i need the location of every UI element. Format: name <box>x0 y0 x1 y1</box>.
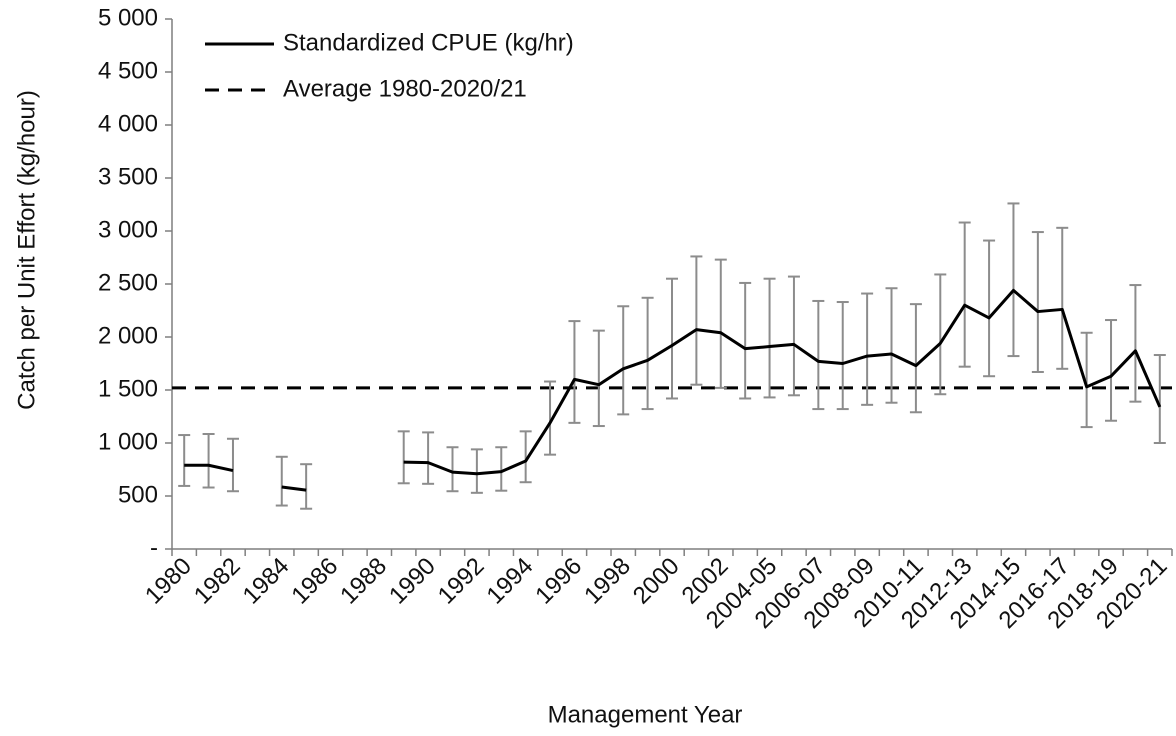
error-bar <box>1080 331 1093 429</box>
error-bar <box>690 255 703 386</box>
x-tick-label: 2000 <box>628 553 685 610</box>
cpue-line <box>184 288 1162 492</box>
error-bar <box>666 277 678 400</box>
x-tick-label: 1998 <box>579 553 636 610</box>
legend-label: Average 1980-2020/21 <box>283 75 527 102</box>
error-bar <box>983 239 996 378</box>
error-bar <box>714 258 727 389</box>
error-bar <box>397 430 410 485</box>
error-bar <box>1056 226 1069 370</box>
error-bar <box>836 301 849 411</box>
error-bar <box>446 446 459 493</box>
legend-label: Standardized CPUE (kg/hr) <box>283 29 574 56</box>
error-bar <box>934 273 947 396</box>
error-bar <box>519 430 532 484</box>
y-tick-label: 1 000 <box>98 428 158 455</box>
error-bar <box>812 299 825 411</box>
x-tick-label: 1980 <box>140 553 197 610</box>
x-tick-label: 1988 <box>335 553 392 610</box>
y-axis-label: Catch per Unit Effort (kg/hour) <box>13 90 40 410</box>
error-bar <box>1031 231 1044 373</box>
error-bar <box>909 303 922 414</box>
error-bar <box>861 292 874 406</box>
y-tick-label: 3 500 <box>98 163 158 190</box>
error-bar <box>787 275 800 397</box>
error-bar <box>958 221 971 368</box>
x-tick-label: 1990 <box>384 553 441 610</box>
x-tick-label: 1994 <box>482 553 539 610</box>
error-bar <box>739 281 752 400</box>
y-tick-label: 500 <box>118 481 158 508</box>
error-bar <box>592 329 605 428</box>
error-bar <box>1153 354 1166 444</box>
x-tick-label: 1986 <box>286 553 343 610</box>
error-bar <box>1007 202 1020 358</box>
y-tick-label: 2 000 <box>98 322 158 349</box>
y-tick-label: 1 500 <box>98 375 158 402</box>
error-bar <box>495 446 508 492</box>
error-bar <box>1105 319 1118 422</box>
y-tick-label: 5 000 <box>98 4 158 31</box>
x-axis-label: Management Year <box>548 701 743 728</box>
error-bar <box>275 455 288 507</box>
error-bar <box>641 296 654 411</box>
y-tick-label: 2 500 <box>98 269 158 296</box>
error-bar <box>617 305 630 416</box>
x-tick-label: 1992 <box>433 553 490 610</box>
error-bar <box>885 287 898 404</box>
error-bar <box>544 380 557 456</box>
x-tick-label: 1984 <box>238 553 295 610</box>
y-tick-label: 4 500 <box>98 57 158 84</box>
error-bar <box>422 431 435 485</box>
y-tick-label: 4 000 <box>98 110 158 137</box>
error-bar <box>178 434 191 487</box>
x-tick-label: 1996 <box>530 553 587 610</box>
error-bar <box>470 448 483 494</box>
error-bar <box>202 432 215 489</box>
error-bar <box>568 320 581 424</box>
error-bar <box>1129 284 1142 403</box>
error-bar <box>763 277 776 399</box>
y-tick-label: - <box>150 534 158 561</box>
x-tick-label: 1982 <box>189 553 246 610</box>
error-bar <box>226 437 239 493</box>
y-tick-label: 3 000 <box>98 216 158 243</box>
error-bar <box>300 463 313 510</box>
